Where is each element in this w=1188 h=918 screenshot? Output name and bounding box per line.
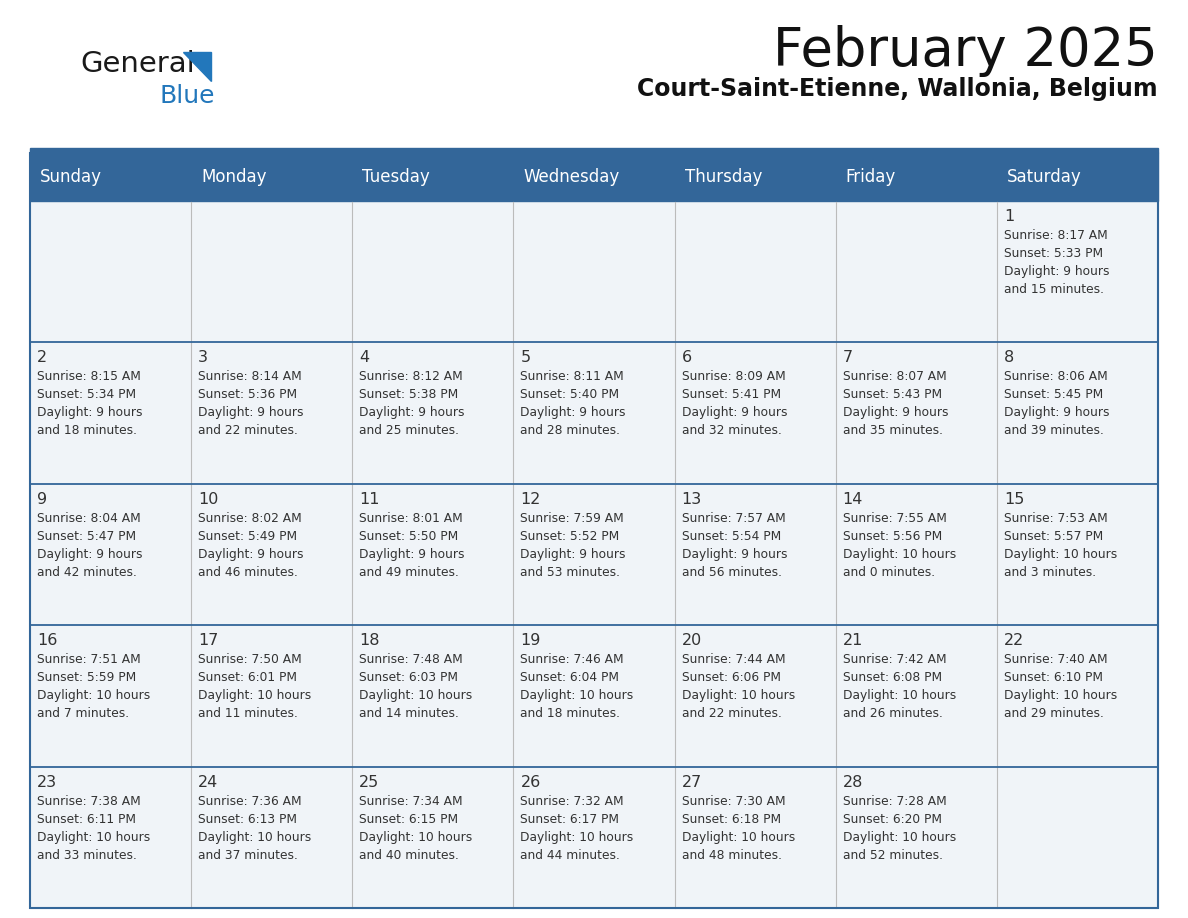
Text: 20: 20	[682, 633, 702, 648]
Bar	[30, 148, 1158, 153]
Text: Sunrise: 7:34 AM
Sunset: 6:15 PM
Daylight: 10 hours
and 40 minutes.: Sunrise: 7:34 AM Sunset: 6:15 PM Dayligh…	[359, 795, 473, 862]
Text: Sunrise: 7:28 AM
Sunset: 6:20 PM
Daylight: 10 hours
and 52 minutes.: Sunrise: 7:28 AM Sunset: 6:20 PM Dayligh…	[842, 795, 956, 862]
Text: 26: 26	[520, 775, 541, 789]
Text: 6: 6	[682, 351, 691, 365]
Text: Sunrise: 7:46 AM
Sunset: 6:04 PM
Daylight: 10 hours
and 18 minutes.: Sunrise: 7:46 AM Sunset: 6:04 PM Dayligh…	[520, 654, 633, 721]
Text: Sunrise: 8:07 AM
Sunset: 5:43 PM
Daylight: 9 hours
and 35 minutes.: Sunrise: 8:07 AM Sunset: 5:43 PM Dayligh…	[842, 370, 948, 437]
Text: Court-Saint-Etienne, Wallonia, Belgium: Court-Saint-Etienne, Wallonia, Belgium	[638, 77, 1158, 101]
Bar	[30, 153, 1158, 908]
Bar	[30, 625, 1158, 767]
Text: 16: 16	[37, 633, 57, 648]
Text: Wednesday: Wednesday	[524, 168, 620, 186]
Text: February 2025: February 2025	[773, 25, 1158, 77]
Text: Sunrise: 7:50 AM
Sunset: 6:01 PM
Daylight: 10 hours
and 11 minutes.: Sunrise: 7:50 AM Sunset: 6:01 PM Dayligh…	[198, 654, 311, 721]
Text: Sunrise: 8:09 AM
Sunset: 5:41 PM
Daylight: 9 hours
and 32 minutes.: Sunrise: 8:09 AM Sunset: 5:41 PM Dayligh…	[682, 370, 788, 437]
Text: Sunrise: 7:42 AM
Sunset: 6:08 PM
Daylight: 10 hours
and 26 minutes.: Sunrise: 7:42 AM Sunset: 6:08 PM Dayligh…	[842, 654, 956, 721]
Text: Sunrise: 7:38 AM
Sunset: 6:11 PM
Daylight: 10 hours
and 33 minutes.: Sunrise: 7:38 AM Sunset: 6:11 PM Dayligh…	[37, 795, 150, 862]
Text: 11: 11	[359, 492, 380, 507]
Text: 27: 27	[682, 775, 702, 789]
Text: 17: 17	[198, 633, 219, 648]
Text: 10: 10	[198, 492, 219, 507]
Text: Tuesday: Tuesday	[362, 168, 430, 186]
Bar	[30, 484, 1158, 625]
Bar	[30, 342, 1158, 484]
Text: Blue: Blue	[159, 84, 215, 108]
Text: 15: 15	[1004, 492, 1024, 507]
Text: 24: 24	[198, 775, 219, 789]
Text: 21: 21	[842, 633, 864, 648]
Text: Sunrise: 7:48 AM
Sunset: 6:03 PM
Daylight: 10 hours
and 14 minutes.: Sunrise: 7:48 AM Sunset: 6:03 PM Dayligh…	[359, 654, 473, 721]
Text: 18: 18	[359, 633, 380, 648]
Text: Sunrise: 8:04 AM
Sunset: 5:47 PM
Daylight: 9 hours
and 42 minutes.: Sunrise: 8:04 AM Sunset: 5:47 PM Dayligh…	[37, 512, 143, 579]
Text: 1: 1	[1004, 209, 1015, 224]
Text: Sunrise: 8:11 AM
Sunset: 5:40 PM
Daylight: 9 hours
and 28 minutes.: Sunrise: 8:11 AM Sunset: 5:40 PM Dayligh…	[520, 370, 626, 437]
Text: 2: 2	[37, 351, 48, 365]
Text: Sunrise: 8:12 AM
Sunset: 5:38 PM
Daylight: 9 hours
and 25 minutes.: Sunrise: 8:12 AM Sunset: 5:38 PM Dayligh…	[359, 370, 465, 437]
Text: 23: 23	[37, 775, 57, 789]
Text: Sunrise: 7:32 AM
Sunset: 6:17 PM
Daylight: 10 hours
and 44 minutes.: Sunrise: 7:32 AM Sunset: 6:17 PM Dayligh…	[520, 795, 633, 862]
Text: Sunrise: 7:36 AM
Sunset: 6:13 PM
Daylight: 10 hours
and 37 minutes.: Sunrise: 7:36 AM Sunset: 6:13 PM Dayligh…	[198, 795, 311, 862]
Text: 3: 3	[198, 351, 208, 365]
Text: 19: 19	[520, 633, 541, 648]
Text: Sunrise: 8:02 AM
Sunset: 5:49 PM
Daylight: 9 hours
and 46 minutes.: Sunrise: 8:02 AM Sunset: 5:49 PM Dayligh…	[198, 512, 304, 579]
Text: Sunrise: 8:06 AM
Sunset: 5:45 PM
Daylight: 9 hours
and 39 minutes.: Sunrise: 8:06 AM Sunset: 5:45 PM Dayligh…	[1004, 370, 1110, 437]
Text: Thursday: Thursday	[684, 168, 762, 186]
Text: Monday: Monday	[201, 168, 266, 186]
Text: Sunrise: 7:59 AM
Sunset: 5:52 PM
Daylight: 9 hours
and 53 minutes.: Sunrise: 7:59 AM Sunset: 5:52 PM Dayligh…	[520, 512, 626, 579]
Text: Friday: Friday	[846, 168, 896, 186]
Text: 8: 8	[1004, 351, 1015, 365]
Text: Saturday: Saturday	[1007, 168, 1081, 186]
Text: Sunrise: 8:01 AM
Sunset: 5:50 PM
Daylight: 9 hours
and 49 minutes.: Sunrise: 8:01 AM Sunset: 5:50 PM Dayligh…	[359, 512, 465, 579]
Text: Sunrise: 7:55 AM
Sunset: 5:56 PM
Daylight: 10 hours
and 0 minutes.: Sunrise: 7:55 AM Sunset: 5:56 PM Dayligh…	[842, 512, 956, 579]
Text: Sunrise: 7:44 AM
Sunset: 6:06 PM
Daylight: 10 hours
and 22 minutes.: Sunrise: 7:44 AM Sunset: 6:06 PM Dayligh…	[682, 654, 795, 721]
Text: Sunday: Sunday	[40, 168, 102, 186]
Text: 12: 12	[520, 492, 541, 507]
Text: Sunrise: 7:40 AM
Sunset: 6:10 PM
Daylight: 10 hours
and 29 minutes.: Sunrise: 7:40 AM Sunset: 6:10 PM Dayligh…	[1004, 654, 1117, 721]
Text: Sunrise: 7:30 AM
Sunset: 6:18 PM
Daylight: 10 hours
and 48 minutes.: Sunrise: 7:30 AM Sunset: 6:18 PM Dayligh…	[682, 795, 795, 862]
Bar	[30, 201, 1158, 342]
Text: 4: 4	[359, 351, 369, 365]
Text: 28: 28	[842, 775, 864, 789]
Text: 22: 22	[1004, 633, 1024, 648]
Text: 14: 14	[842, 492, 864, 507]
Text: Sunrise: 7:51 AM
Sunset: 5:59 PM
Daylight: 10 hours
and 7 minutes.: Sunrise: 7:51 AM Sunset: 5:59 PM Dayligh…	[37, 654, 150, 721]
Text: Sunrise: 8:14 AM
Sunset: 5:36 PM
Daylight: 9 hours
and 22 minutes.: Sunrise: 8:14 AM Sunset: 5:36 PM Dayligh…	[198, 370, 304, 437]
Text: General: General	[80, 50, 195, 78]
Text: 25: 25	[359, 775, 379, 789]
Polygon shape	[183, 52, 211, 81]
Text: Sunrise: 7:57 AM
Sunset: 5:54 PM
Daylight: 9 hours
and 56 minutes.: Sunrise: 7:57 AM Sunset: 5:54 PM Dayligh…	[682, 512, 788, 579]
Text: Sunrise: 8:15 AM
Sunset: 5:34 PM
Daylight: 9 hours
and 18 minutes.: Sunrise: 8:15 AM Sunset: 5:34 PM Dayligh…	[37, 370, 143, 437]
Text: Sunrise: 8:17 AM
Sunset: 5:33 PM
Daylight: 9 hours
and 15 minutes.: Sunrise: 8:17 AM Sunset: 5:33 PM Dayligh…	[1004, 229, 1110, 296]
Text: 5: 5	[520, 351, 531, 365]
Bar	[30, 153, 1158, 201]
Text: 13: 13	[682, 492, 702, 507]
Text: Sunrise: 7:53 AM
Sunset: 5:57 PM
Daylight: 10 hours
and 3 minutes.: Sunrise: 7:53 AM Sunset: 5:57 PM Dayligh…	[1004, 512, 1117, 579]
Text: 9: 9	[37, 492, 48, 507]
Text: 7: 7	[842, 351, 853, 365]
Bar	[30, 767, 1158, 908]
